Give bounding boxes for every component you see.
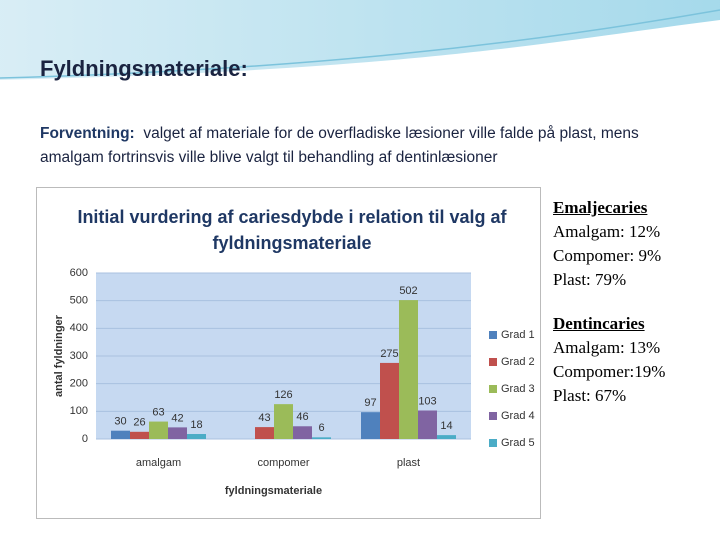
legend-swatch xyxy=(489,358,497,366)
y-tick-label: 100 xyxy=(70,405,88,417)
bar xyxy=(312,437,331,439)
bar xyxy=(399,300,418,439)
note-line: Amalgam: 12% xyxy=(553,222,661,241)
note-heading: Emaljecaries xyxy=(553,198,648,217)
data-label: 18 xyxy=(190,419,202,431)
bar xyxy=(418,410,437,439)
legend-label: Grad 4 xyxy=(501,410,535,422)
legend-label: Grad 3 xyxy=(501,383,535,395)
bar xyxy=(149,421,168,439)
y-tick-label: 400 xyxy=(70,322,88,334)
bar xyxy=(274,404,293,439)
legend-swatch xyxy=(489,331,497,339)
note-group: Dentincaries Amalgam: 13% Compomer:19% Plas… xyxy=(553,312,665,408)
x-axis-label: fyldningsmateriale xyxy=(225,485,322,497)
bar xyxy=(361,412,380,439)
legend-label: Grad 1 xyxy=(501,329,535,341)
data-label: 502 xyxy=(399,285,417,297)
legend-swatch xyxy=(489,412,497,420)
note-line: Compomer:19% xyxy=(553,362,666,381)
x-tick-label: plast xyxy=(397,457,420,469)
y-tick-label: 500 xyxy=(70,295,88,307)
note-group: Emaljecaries Amalgam: 12% Compomer: 9% Plas… xyxy=(553,196,665,292)
bar xyxy=(293,426,312,439)
note-line: Plast: 79% xyxy=(553,270,627,289)
y-tick-label: 300 xyxy=(70,350,88,362)
data-label: 6 xyxy=(318,422,324,434)
bar xyxy=(380,362,399,439)
legend-swatch xyxy=(489,439,497,447)
data-label: 46 xyxy=(296,411,308,423)
data-label: 43 xyxy=(258,412,270,424)
note-line: Amalgam: 13% xyxy=(553,338,661,357)
data-label: 97 xyxy=(364,397,376,409)
data-label: 63 xyxy=(152,406,164,418)
data-label: 126 xyxy=(274,389,292,401)
bar xyxy=(255,427,274,439)
y-tick-label: 600 xyxy=(70,267,88,279)
note-line: Compomer: 9% xyxy=(553,246,662,265)
y-axis-label: antal fyldninger xyxy=(53,314,65,397)
x-tick-label: compomer xyxy=(258,457,310,469)
bar xyxy=(111,430,130,439)
bar xyxy=(168,427,187,439)
bar xyxy=(187,434,206,439)
notes: Emaljecaries Amalgam: 12% Compomer: 9% Plas… xyxy=(553,196,665,428)
chart-title: Initial vurdering af cariesdybde i relat… xyxy=(77,207,507,253)
y-tick-label: 0 xyxy=(82,433,88,445)
bar xyxy=(130,431,149,439)
legend-label: Grad 2 xyxy=(501,356,535,368)
data-label: 103 xyxy=(418,395,436,407)
lead-text: valget af materiale for de overfladiske … xyxy=(40,125,639,166)
heading: Fyldningsmateriale: xyxy=(40,56,248,81)
chart: 0 100 200 300 400 500 600 antal fyldninger fyldn… xyxy=(53,267,535,497)
data-label: 275 xyxy=(380,348,398,360)
legend-label: Grad 5 xyxy=(501,437,535,449)
x-tick-label: amalgam xyxy=(136,457,181,469)
bar xyxy=(437,435,456,439)
lead-label: Forventning: xyxy=(40,125,135,142)
note-heading: Dentincaries xyxy=(553,314,645,333)
legend-swatch xyxy=(489,385,497,393)
lead: Forventning: valget af materiale for de … xyxy=(40,122,700,170)
y-tick-label: 200 xyxy=(70,378,88,390)
data-label: 30 xyxy=(114,416,126,428)
data-label: 14 xyxy=(440,420,452,432)
data-label: 42 xyxy=(171,412,183,424)
decoration xyxy=(0,0,720,80)
data-label: 26 xyxy=(133,417,145,429)
chart-box: 0 100 200 300 400 500 600 antal fyldninger fyldn… xyxy=(36,187,541,519)
note-line: Plast: 67% xyxy=(553,386,627,405)
